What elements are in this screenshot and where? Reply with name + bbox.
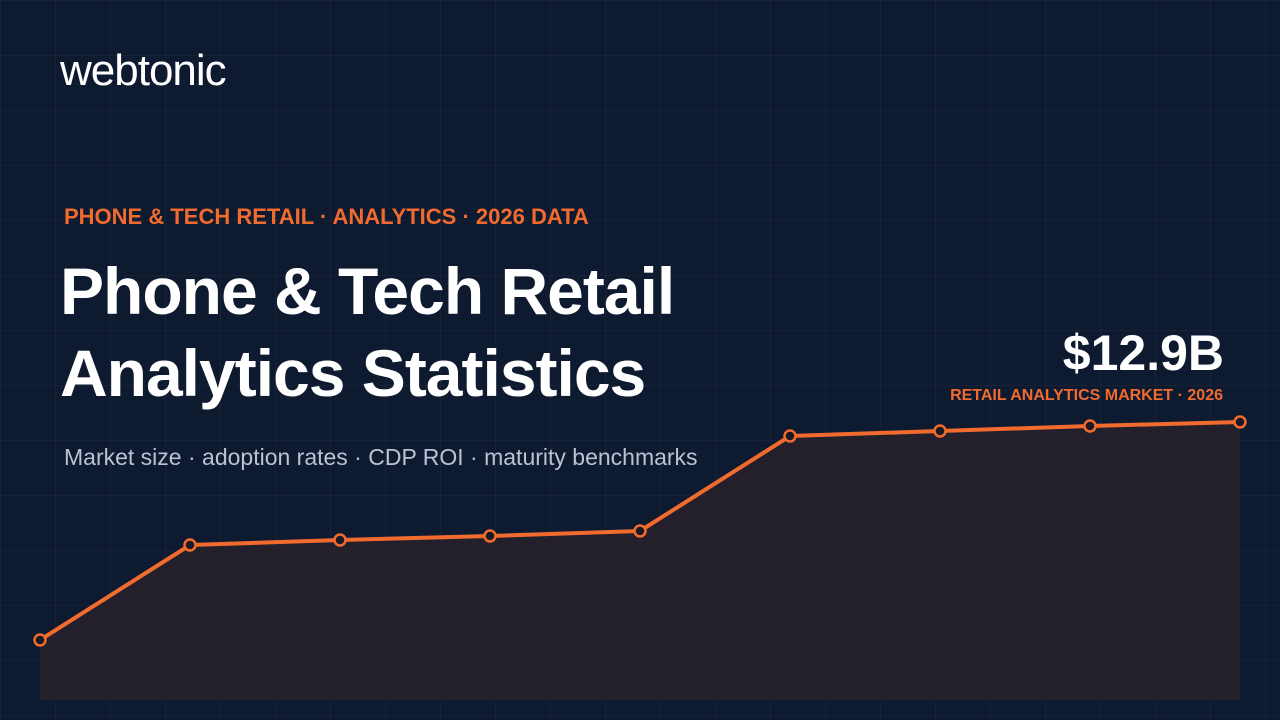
points: [33, 415, 1247, 647]
subtitle: Market size · adoption rates · CDP ROI ·…: [64, 444, 698, 470]
title-line: Phone & Tech Retail: [60, 254, 675, 328]
stat-value: $12.9B: [1062, 325, 1224, 381]
area: [40, 422, 1240, 700]
eyebrow: PHONE & TECH RETAIL · ANALYTICS · 2026 D…: [64, 204, 589, 229]
title: Phone & Tech Retail Analytics Statistics: [60, 250, 675, 414]
logo: webtonic: [60, 46, 227, 95]
title-line: Analytics Statistics: [60, 336, 646, 410]
stat-label: RETAIL ANALYTICS MARKET · 2026: [950, 387, 1223, 404]
